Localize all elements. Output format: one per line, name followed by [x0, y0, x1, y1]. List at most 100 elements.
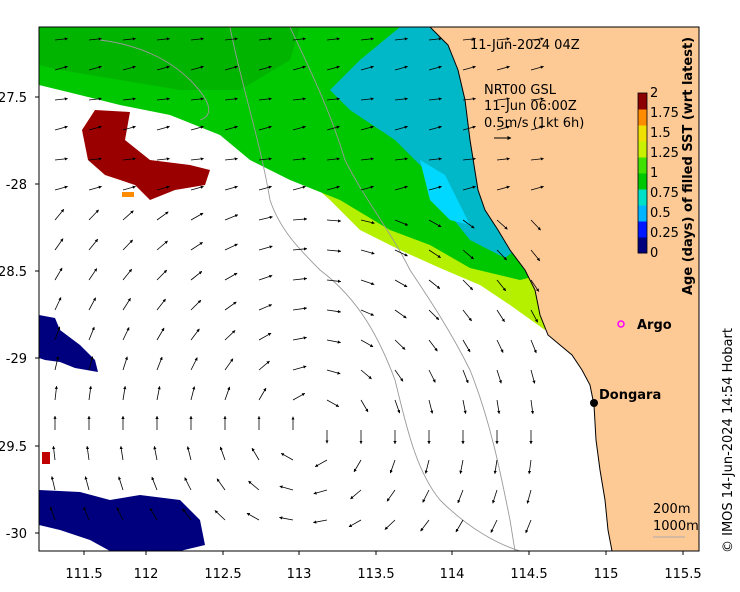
current-vector: [54, 385, 58, 401]
current-vector: [314, 459, 328, 468]
current-vector: [428, 219, 442, 228]
x-tick-label: 115.5: [664, 567, 701, 582]
current-vector: [493, 459, 498, 475]
x-tick-label: 112.5: [204, 567, 241, 582]
current-vector: [190, 212, 204, 221]
current-vector: [54, 238, 64, 251]
current-vector: [279, 485, 294, 491]
current-vector: [360, 97, 374, 101]
current-vector: [428, 279, 441, 289]
current-vector: [530, 97, 544, 101]
current-vector: [496, 97, 510, 101]
sst-patch-navy-west: [39, 315, 98, 372]
current-vector: [530, 65, 544, 71]
current-legend: NRT00 GSL 11-Jun 06:00Z 0.5m/s (1kt 6h): [484, 83, 584, 140]
current-vector: [219, 446, 226, 461]
current-vector: [88, 185, 102, 191]
current-vector: [149, 507, 158, 521]
current-vector: [88, 326, 95, 341]
sst-patch-yellowgreen: [150, 100, 548, 330]
current-vector: [88, 238, 99, 251]
current-vector: [190, 299, 202, 311]
current-vector: [52, 445, 56, 461]
current-vector: [224, 272, 238, 281]
current-vector: [258, 125, 272, 131]
current-vector: [394, 65, 408, 71]
current-vector: [462, 279, 474, 291]
current-scale-label: 0.5m/s (1kt 6h): [484, 116, 584, 131]
current-vector: [258, 97, 272, 101]
current-vector: [84, 476, 90, 491]
current-vector: [428, 37, 442, 41]
current-vector: [116, 507, 124, 521]
current-vector: [156, 356, 163, 371]
current-vector: [348, 519, 362, 528]
current-vector: [455, 519, 464, 533]
current-vector: [153, 446, 158, 461]
current-vector: [122, 157, 136, 161]
current-vector: [386, 489, 396, 502]
colorbar-swatch: [638, 237, 647, 254]
current-vector: [54, 37, 68, 41]
y-tick-label: -30: [6, 527, 27, 542]
current-vector: [50, 476, 56, 491]
current-vector: [83, 506, 90, 521]
current-vector: [292, 277, 308, 281]
current-vector: [496, 219, 508, 230]
current-vector: [462, 37, 476, 41]
current-vector: [54, 356, 60, 371]
isobath-1000m-label: 1000m: [653, 519, 699, 534]
isobath-200m-line: [289, 27, 516, 551]
current-vector: [530, 369, 536, 384]
current-vector: [182, 508, 192, 521]
current-vector: [428, 339, 438, 352]
current-vector: [156, 125, 170, 131]
current-vector: [326, 279, 342, 283]
current-vector: [54, 267, 63, 281]
current-vector: [530, 309, 539, 323]
current-vector: [394, 249, 408, 257]
current-vector: [224, 97, 238, 101]
current-vector: [326, 97, 340, 101]
x-tick-label: 112: [134, 567, 159, 582]
current-vector: [258, 360, 270, 371]
colorbar-tick-label: 0.5: [650, 206, 671, 221]
x-tick-label: 113.5: [357, 567, 394, 582]
current-vector: [292, 97, 306, 101]
current-vector: [258, 215, 273, 221]
current-vector: [224, 65, 238, 71]
current-vector: [224, 125, 238, 131]
current-vector: [496, 369, 502, 384]
land-mass: [429, 27, 699, 551]
sst-patch-cyan-light: [420, 160, 470, 225]
current-vector: [292, 336, 307, 341]
colorbar-tick-label: 2: [650, 86, 658, 101]
current-vector: [156, 240, 168, 251]
current-vector: [292, 247, 308, 251]
current-vector: [88, 97, 102, 101]
current-vector: [122, 298, 131, 311]
current-vector: [122, 210, 134, 221]
current-vector: [258, 157, 272, 161]
current-vector: [258, 387, 267, 401]
x-tick-label: 114: [440, 567, 465, 582]
current-vector: [496, 157, 510, 161]
current-vector: [360, 157, 374, 161]
current-vector: [326, 309, 342, 314]
current-vector: [119, 445, 124, 461]
current-vector: [190, 37, 204, 41]
current-vector: [530, 125, 544, 131]
current-vector: [190, 185, 204, 191]
current-vector: [54, 97, 68, 101]
current-vector: [190, 125, 204, 131]
current-vector: [190, 386, 196, 401]
current-vector: [292, 157, 306, 161]
current-vector: [326, 399, 340, 408]
current-vector: [530, 157, 544, 161]
current-vector: [326, 157, 340, 161]
colorbar-tick-label: 1.75: [650, 106, 679, 121]
current-vector: [88, 209, 99, 221]
current-vector: [394, 37, 408, 41]
current-vector: [424, 459, 430, 474]
current-vector: [360, 219, 375, 225]
